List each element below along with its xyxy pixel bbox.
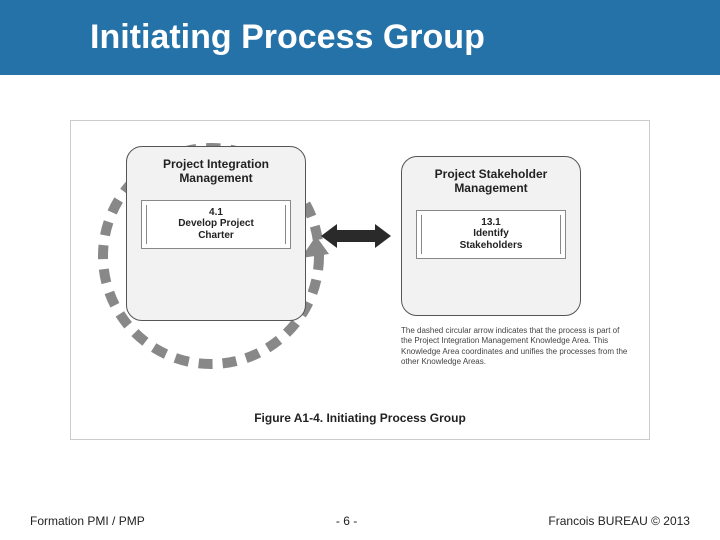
develop-charter-box: 4.1 Develop Project Charter — [141, 200, 291, 249]
slide-title: Initiating Process Group — [90, 18, 485, 57]
diagram-frame: Project Integration Management 4.1 Devel… — [70, 120, 650, 440]
integration-box-title: Project Integration Management — [127, 147, 305, 192]
integration-box: Project Integration Management 4.1 Devel… — [126, 146, 306, 321]
identify-stakeholders-num: 13.1 — [421, 217, 561, 228]
footer-right: Francois BUREAU © 2013 — [548, 514, 690, 528]
figure-label: Figure A1-4. Initiating Process Group — [71, 411, 649, 425]
integration-title-line1: Project Integration — [163, 157, 269, 171]
footer-center: - 6 - — [336, 514, 357, 528]
develop-charter-num: 4.1 — [146, 207, 286, 218]
slide-footer: Formation PMI / PMP - 6 - Francois BUREA… — [0, 514, 720, 528]
slide-header: Initiating Process Group — [0, 0, 720, 75]
diagram-caption: The dashed circular arrow indicates that… — [401, 326, 631, 368]
footer-left: Formation PMI / PMP — [30, 514, 145, 528]
integration-title-line2: Management — [179, 171, 252, 185]
bidirectional-arrow-icon — [321, 221, 391, 251]
stakeholder-title-line1: Project Stakeholder — [435, 167, 548, 181]
stakeholder-title-line2: Management — [454, 181, 527, 195]
identify-stakeholders-box: 13.1 Identify Stakeholders — [416, 210, 566, 259]
develop-charter-label: Develop Project Charter — [146, 218, 286, 242]
stakeholder-box: Project Stakeholder Management 13.1 Iden… — [401, 156, 581, 316]
stakeholder-box-title: Project Stakeholder Management — [402, 157, 580, 202]
identify-stakeholders-label: Identify Stakeholders — [421, 228, 561, 252]
